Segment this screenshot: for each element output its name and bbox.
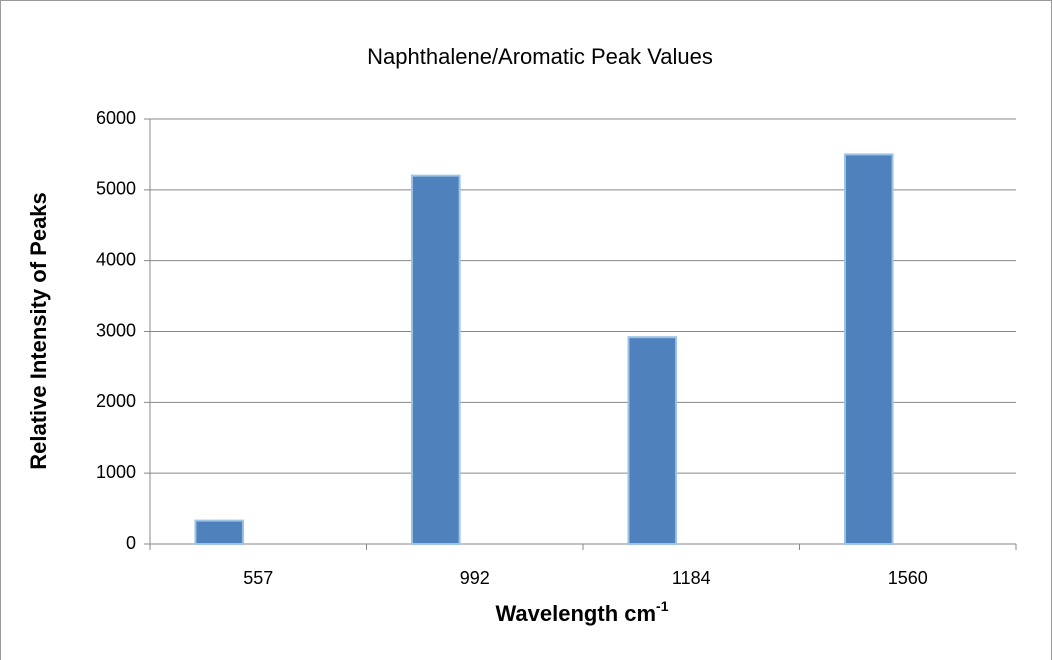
y-tick-label: 1000: [96, 462, 136, 482]
bar: [194, 519, 245, 545]
y-tick-label: 3000: [96, 320, 136, 340]
x-axis-label: Wavelength cm-1: [495, 598, 668, 626]
bar: [627, 336, 678, 545]
y-tick-label: 4000: [96, 249, 136, 269]
x-axis-label-text: Wavelength cm: [495, 601, 656, 626]
y-tick-label: 5000: [96, 179, 136, 199]
x-tick-label: 992: [460, 568, 490, 588]
x-axis-label-superscript: -1: [656, 598, 669, 614]
x-tick-label: 1560: [888, 568, 928, 588]
bar: [410, 174, 461, 546]
y-tick-label: 0: [126, 533, 136, 553]
y-axis-label: Relative Intensity of Peaks: [26, 192, 51, 470]
x-tick-label: 557: [243, 568, 273, 588]
chart-title: Naphthalene/Aromatic Peak Values: [367, 44, 713, 69]
bar: [843, 153, 894, 546]
y-tick-label: 2000: [96, 391, 136, 411]
x-tick-label: 1184: [672, 568, 711, 588]
y-tick-label: 6000: [96, 108, 136, 128]
